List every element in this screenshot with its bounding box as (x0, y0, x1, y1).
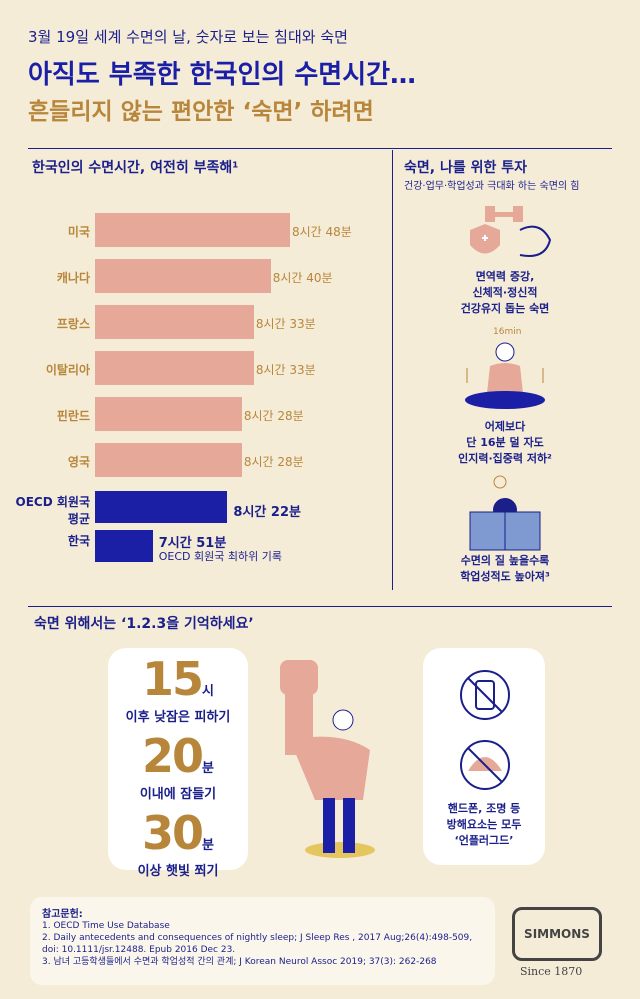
value-label: 8시간 28분 (243, 455, 304, 469)
value-label: 8시간 33분 (255, 317, 316, 331)
references-box (30, 897, 495, 985)
divider (392, 150, 393, 590)
subtitle: 흔들리지 않는 편안한 ‘숙면’ 하려면 (28, 99, 374, 125)
speech-bubble (108, 648, 248, 870)
illustration (280, 660, 375, 858)
divider (28, 606, 612, 607)
value-label: 8시간 48분 (292, 225, 352, 239)
brand-since: Since 1870 (520, 965, 583, 978)
value-label: 8시간 33분 (255, 363, 316, 377)
value-label: 8시간 28분 (243, 409, 304, 423)
category-label: 미국 (67, 225, 90, 239)
speech-bubble (423, 648, 545, 865)
rule-number: 15 (142, 652, 204, 706)
rule-unit: 분 (202, 761, 214, 776)
category-label: OECD 회원국 평균 (15, 495, 90, 526)
rule-text: 이후 낮잠은 피하기 (125, 710, 231, 725)
icon-meditation (465, 342, 545, 409)
bar (95, 305, 254, 339)
icon-label: 16min (493, 327, 522, 337)
reference: 2. Daily antecedents and consequences of… (42, 933, 473, 955)
bar (95, 530, 153, 562)
category-label: 영국 (67, 455, 90, 469)
section-title: 숙면 위해서는 ‘1.2.3을 기억하세요’ (34, 616, 254, 632)
bar (95, 397, 242, 431)
kicker: 3월 19일 세계 수면의 날, 숫자로 보는 침대와 숙면 (28, 28, 348, 46)
bar (95, 491, 228, 523)
bar (95, 259, 271, 293)
bar (95, 351, 254, 385)
rule-number: 30 (142, 806, 204, 860)
divider (28, 148, 612, 149)
item-text: 면역력 증강, 신체적·정신적 건강유지 돕는 숙면 (460, 270, 550, 315)
value-label: 7시간 51분 (158, 536, 227, 551)
item-text: 어제보다 단 16분 덜 자도 인지력·집중력 저하² (458, 420, 552, 465)
rule-number: 20 (142, 729, 204, 783)
rule-unit: 분 (202, 838, 214, 853)
reference: 1. OECD Time Use Database (42, 921, 170, 931)
category-label: 캐나다 (56, 271, 90, 285)
bar (95, 443, 242, 477)
bar (95, 213, 290, 247)
reference: 3. 남녀 고등학생들에서 수면과 학업성적 간의 관계; J Korean N… (42, 957, 437, 967)
rules: 15시 이후 낮잠은 피하기 20분 이내에 잠들기 30분 이상 햇빛 쬐기 (108, 652, 248, 879)
title: 아직도 부족한 한국인의 수면시간… (28, 60, 417, 90)
rule-text: 이상 햇빛 쬐기 (137, 864, 219, 879)
chart: 미국 8시간 48분 캐나다 8시간 40분 프랑스 8시간 33분 이탈리아 8시간 33분… (0, 0, 390, 600)
category-label: 핀란드 (56, 409, 90, 423)
value-label: 8시간 40분 (272, 271, 333, 285)
unplug-text: 핸드폰, 조명 등 방해요소는 모두 ‘언플러그드’ (446, 802, 522, 847)
category-label: 프랑스 (56, 317, 90, 331)
section-title: 숙면, 나를 위한 투자 (404, 160, 527, 176)
references: 1. OECD Time Use Database 2. Daily antece… (42, 920, 487, 968)
logo: SIMMONS (512, 907, 602, 961)
category-label: 이탈리아 (45, 363, 90, 377)
annotation: OECD 회원국 최하위 기록 (158, 550, 282, 563)
chart-title: 한국인의 수면시간, 여전히 부족해¹ (32, 160, 239, 176)
references-title: 참고문헌: (42, 909, 83, 920)
value-label: 8시간 22분 (233, 505, 301, 520)
category-label: 한국 (67, 534, 90, 548)
rule-unit: 시 (202, 684, 214, 699)
item-text: 수면의 질 높을수록 학업성적도 높아져³ (460, 554, 550, 583)
rule-text: 이내에 잠들기 (139, 787, 217, 802)
icon-immunity (470, 206, 552, 257)
section-subtitle: 건강·업무·학업성과 극대화 하는 숙면의 힘 (404, 181, 580, 192)
brand-name: SIMMONS (524, 927, 590, 941)
unplug-icons (460, 670, 510, 790)
icon-study (469, 475, 541, 551)
